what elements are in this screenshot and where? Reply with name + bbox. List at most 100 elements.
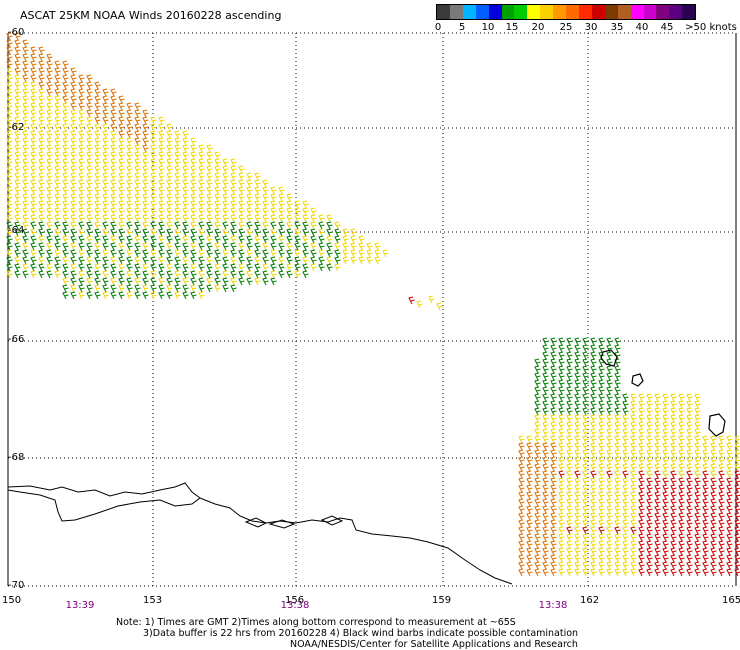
wind-barb xyxy=(70,291,77,300)
wind-barb xyxy=(526,505,533,514)
wind-barb xyxy=(30,270,37,279)
wind-barb xyxy=(678,526,685,535)
wind-barb xyxy=(342,242,349,251)
wind-barb xyxy=(30,165,37,174)
wind-barb xyxy=(54,151,61,160)
wind-barb xyxy=(126,284,133,293)
wind-barb xyxy=(38,186,45,195)
wind-barb xyxy=(534,561,541,570)
wind-barb xyxy=(262,235,269,244)
wind-barb xyxy=(22,67,29,76)
wind-barb xyxy=(22,186,29,195)
wind-barb xyxy=(54,109,61,118)
wind-barb xyxy=(182,277,189,286)
wind-barb xyxy=(574,561,581,570)
wind-barb xyxy=(102,116,109,125)
wind-barb xyxy=(718,554,725,563)
wind-barb xyxy=(654,477,661,486)
wind-barb xyxy=(38,228,45,237)
wind-barb xyxy=(686,428,693,437)
wind-barb xyxy=(614,435,621,444)
wind-barb xyxy=(574,421,581,430)
wind-barb xyxy=(166,144,173,153)
wind-barb xyxy=(150,193,157,202)
wind-barb xyxy=(638,449,645,458)
wind-barb xyxy=(622,554,629,563)
wind-barb xyxy=(6,67,13,76)
wind-barb xyxy=(14,102,21,111)
wind-barb xyxy=(46,95,53,104)
wind-barb xyxy=(30,123,37,132)
wind-barb xyxy=(14,32,21,41)
wind-barb xyxy=(46,165,53,174)
wind-barb xyxy=(718,491,725,500)
wind-barb xyxy=(534,554,541,563)
wind-barb xyxy=(70,235,77,244)
wind-barb xyxy=(694,554,701,563)
wind-barb xyxy=(126,158,133,167)
wind-barb xyxy=(22,256,29,265)
wind-barb xyxy=(606,526,613,535)
wind-barb xyxy=(286,270,293,279)
wind-barb xyxy=(126,207,133,216)
wind-barb xyxy=(206,221,213,230)
wind-barb xyxy=(102,207,109,216)
wind-barb xyxy=(70,221,77,230)
wind-barb xyxy=(142,116,149,125)
wind-barb xyxy=(46,151,53,160)
wind-barb xyxy=(174,263,181,272)
wind-barb xyxy=(254,270,261,279)
wind-barb xyxy=(428,295,435,304)
wind-barb xyxy=(694,470,701,479)
wind-barb xyxy=(638,519,645,528)
wind-barb xyxy=(622,400,629,409)
wind-barb xyxy=(270,263,277,272)
wind-barb xyxy=(14,193,21,202)
wind-barb xyxy=(678,561,685,570)
wind-barb xyxy=(582,442,589,451)
wind-barb xyxy=(598,519,605,528)
wind-barb xyxy=(638,505,645,514)
wind-barb xyxy=(582,519,589,528)
wind-barb xyxy=(326,263,333,272)
wind-barb xyxy=(14,256,21,265)
wind-barb xyxy=(270,200,277,209)
wind-barb xyxy=(142,235,149,244)
wind-barb xyxy=(46,207,53,216)
wind-barb xyxy=(126,263,133,272)
wind-barb xyxy=(646,519,653,528)
wind-barb xyxy=(646,449,653,458)
wind-barb xyxy=(550,393,557,402)
wind-barb xyxy=(614,561,621,570)
wind-barb xyxy=(534,568,541,577)
wind-barb xyxy=(622,456,629,465)
wind-barb xyxy=(6,102,13,111)
wind-barb xyxy=(86,207,93,216)
wind-barb xyxy=(542,463,549,472)
wind-barb xyxy=(566,463,573,472)
wind-barb xyxy=(662,540,669,549)
wind-barb xyxy=(662,435,669,444)
wind-barb xyxy=(718,519,725,528)
wind-barb xyxy=(118,270,125,279)
legend-label-5: 5 xyxy=(458,22,466,33)
wind-barb xyxy=(126,221,133,230)
wind-barb xyxy=(334,228,341,237)
wind-barb xyxy=(726,435,733,444)
wind-barb xyxy=(550,379,557,388)
legend-swatch xyxy=(475,5,489,19)
wind-barb xyxy=(214,172,221,181)
wind-barb xyxy=(702,456,709,465)
wind-barb xyxy=(678,540,685,549)
wind-barb xyxy=(118,130,125,139)
wind-barb xyxy=(206,277,213,286)
wind-barb xyxy=(142,144,149,153)
wind-barb xyxy=(78,102,85,111)
wind-barb xyxy=(326,249,333,258)
wind-barb xyxy=(726,505,733,514)
wind-barb xyxy=(70,123,77,132)
wind-barb xyxy=(566,533,573,542)
wind-barb xyxy=(382,249,389,258)
wind-barb xyxy=(654,498,661,507)
wind-barb xyxy=(702,547,709,556)
